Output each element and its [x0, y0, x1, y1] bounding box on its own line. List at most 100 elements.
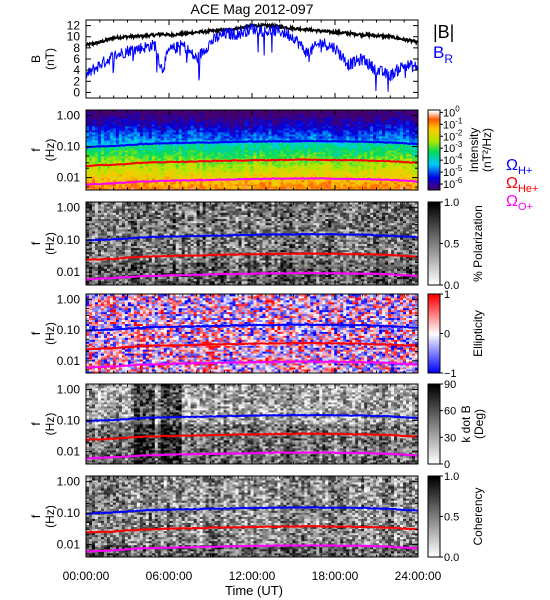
spectrogram-cell	[184, 138, 189, 141]
spectrogram-cell	[130, 132, 135, 135]
spectrogram-cell	[247, 166, 251, 169]
spectrogram-cell	[178, 126, 183, 129]
spectrogram-cell	[226, 186, 230, 189]
spectrogram-cell	[235, 144, 239, 147]
spectrogram-cell	[124, 170, 129, 173]
spectrogram-cell	[241, 142, 245, 145]
spectrogram-cell	[205, 180, 210, 183]
spectrogram-cell	[181, 136, 186, 139]
spectrogram-cell	[133, 140, 138, 143]
spectrogram-cell	[232, 148, 236, 151]
spectrogram-cell	[238, 168, 242, 171]
spectrogram-cell	[262, 164, 266, 167]
spectrogram-cell	[256, 184, 260, 187]
spectrogram-cell	[286, 188, 290, 191]
spectrogram-cell	[142, 110, 147, 113]
spectrogram-cell	[184, 128, 189, 131]
spectrogram-cell	[265, 176, 269, 179]
spectrogram-cell	[301, 184, 305, 187]
spectrogram-cell	[133, 118, 138, 121]
spectrogram-cell	[208, 130, 213, 133]
spectrogram-cell	[202, 166, 207, 169]
spectrogram-cell	[94, 168, 99, 171]
spectrogram-cell	[238, 166, 242, 169]
spectrogram-cell	[94, 142, 99, 145]
spectrogram-cell	[253, 180, 257, 183]
spectrogram-cell	[106, 110, 111, 113]
spectrogram-cell	[292, 112, 296, 115]
spectrogram-cell	[178, 124, 183, 127]
colorbar-label-top: Intensity	[467, 128, 481, 173]
spectrogram-cell	[136, 138, 141, 141]
spectrogram-cell	[151, 116, 156, 119]
spectrogram-cell	[169, 116, 174, 119]
spectrogram-cell	[292, 160, 296, 163]
spectrogram-cell	[274, 184, 278, 187]
spectrogram-cell	[238, 136, 242, 139]
spectrogram-cell	[271, 156, 275, 159]
spectrogram-cell	[244, 138, 248, 141]
spectrogram-cell	[241, 114, 245, 117]
spectrogram-cell	[163, 152, 168, 155]
spectrogram-cell	[199, 146, 204, 149]
spectrogram-cell	[190, 150, 195, 153]
spectrogram-cell	[241, 168, 245, 171]
b-ylabel-bottom: (nT)	[43, 48, 57, 70]
spectrogram-cell	[190, 116, 195, 119]
spectrogram-cell	[268, 142, 272, 145]
spectrogram-cell	[298, 112, 302, 115]
spectrogram-cell	[229, 148, 233, 151]
spectrogram-cell	[187, 168, 192, 171]
spectrogram-cell	[307, 170, 311, 173]
spectrogram-cell	[229, 166, 233, 169]
spectrogram-cell	[259, 162, 263, 165]
spectrogram-cell	[304, 130, 308, 133]
spectrogram-cell	[166, 182, 171, 185]
spectrogram-cell	[244, 188, 248, 191]
spectrogram-cell	[163, 154, 168, 157]
spectrogram-cell	[265, 186, 269, 189]
spectrogram-cell	[130, 188, 135, 191]
spectrogram-cell	[250, 126, 254, 129]
spectrogram-cell	[136, 160, 141, 163]
spectrogram-cell	[142, 126, 147, 129]
spectrogram-cell	[86, 120, 90, 123]
spectrogram-cell	[145, 130, 150, 133]
spectrogram-cell	[94, 132, 99, 135]
spectrogram-cell	[262, 122, 266, 125]
spectrogram-cell	[235, 164, 239, 167]
spectrogram-cell	[175, 186, 180, 189]
spectrogram-cell	[187, 132, 192, 135]
spectrogram-cell	[166, 154, 171, 157]
spectrogram-cell	[253, 152, 257, 155]
spectrogram-cell	[91, 138, 96, 141]
spectrogram-cell	[244, 166, 248, 169]
spectrogram-cell	[226, 180, 230, 183]
spectrogram-cell	[286, 110, 290, 113]
spectrogram-cell	[283, 188, 287, 191]
spectrogram-cell	[103, 184, 108, 187]
spectrogram-cell	[310, 172, 314, 175]
spectrogram-cell	[298, 138, 302, 141]
spectrogram-cell	[214, 140, 218, 143]
spectrogram-cell	[127, 136, 132, 139]
spectrogram-cell	[217, 150, 221, 153]
spectrogram-cell	[220, 172, 224, 175]
spectrogram-cell	[190, 118, 195, 121]
spectrogram-cell	[229, 138, 233, 141]
spectrogram-cell	[178, 120, 183, 123]
spectrogram-cell	[199, 124, 204, 127]
spectrogram-cell	[196, 148, 201, 151]
spectrogram-cell	[247, 152, 251, 155]
spectrogram-cell	[106, 168, 111, 171]
spectrogram-cell	[253, 136, 257, 139]
spectrogram-cell	[304, 174, 308, 177]
spectrogram-cell	[232, 122, 236, 125]
spectrogram-cell	[232, 110, 236, 113]
spectrogram-cell	[163, 160, 168, 163]
spectrogram-cell	[208, 158, 213, 161]
spectrogram-cell	[178, 168, 183, 171]
spectrogram-cell	[250, 162, 254, 165]
spectrogram-cell	[265, 124, 269, 127]
spectrogram-cell	[187, 166, 192, 169]
